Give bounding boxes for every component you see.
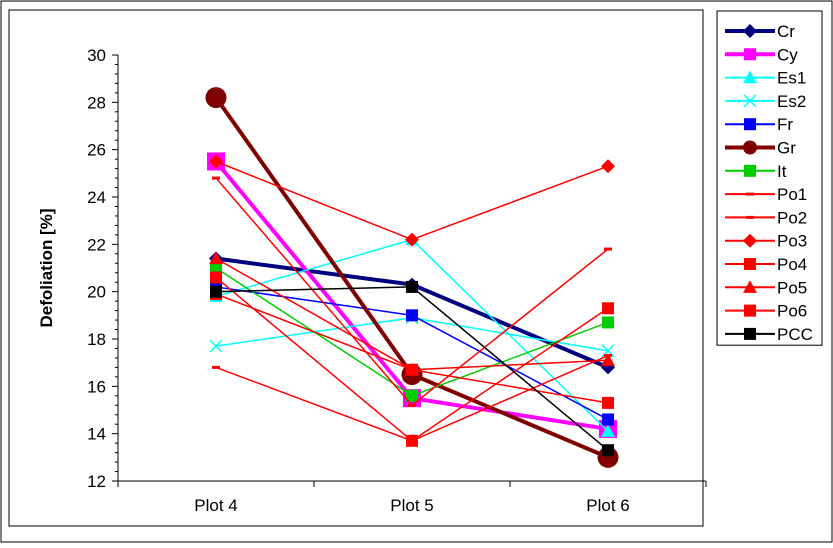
legend-box [716,10,823,346]
legend-item-es1: Es1 [725,69,806,88]
data-point-pcc [210,285,222,298]
x-tick-label: Plot 6 [586,496,629,515]
legend-item-gr: Gr [725,139,796,158]
legend-item-pcc: PCC [725,325,813,344]
y-axis-title: Defoliation [%] [37,209,56,328]
data-point-po3 [405,232,419,247]
y-tick-label: 14 [87,425,106,444]
x-tick-label: Plot 4 [194,496,237,515]
x-tick-label: Plot 5 [390,496,433,515]
legend-item-it: It [725,162,787,181]
data-point-fr [406,309,418,322]
legend-marker [743,24,757,38]
data-point-po5 [601,353,615,366]
data-point-po4 [210,271,222,284]
series-layer [205,87,619,468]
legend-marker [744,118,756,131]
legend-marker [743,94,757,108]
legend-label: Cr [777,22,795,41]
legend-marker [744,327,756,340]
legend-label: PCC [777,325,813,344]
series-it [210,262,614,402]
y-tick-label: 26 [87,141,106,160]
y-tick-label: 16 [87,377,106,396]
series-po4 [210,271,614,447]
data-point-gr [205,87,227,109]
legend-item-es2: Es2 [725,92,806,111]
legend-label: Fr [777,115,793,134]
legend-item-po3: Po3 [725,232,807,251]
x-axis: Plot 4 Plot 5 Plot 6 [117,480,707,515]
data-point-it [210,262,222,274]
data-point-po2 [212,365,220,369]
data-point-po6 [406,363,418,376]
data-point-it [406,389,418,402]
y-tick-label: 24 [87,188,106,207]
data-point-po3 [209,154,223,169]
series-po1 [212,176,612,407]
y-tick-label: 28 [87,93,106,112]
legend-item-po4: Po4 [725,255,807,274]
legend-label: Po5 [777,278,807,297]
legend-marker [743,70,757,84]
legend-label: Po3 [777,232,807,251]
data-point-po1 [212,176,220,180]
legend-marker [744,48,756,61]
data-point-po4 [602,302,614,315]
legend-marker [743,140,757,155]
legend-label: Es1 [777,69,806,88]
plot-area-border [8,9,704,527]
y-tick-label: 12 [87,472,106,491]
legend-item-po6: Po6 [725,302,807,321]
legend-label: Po4 [777,255,807,274]
legend-marker [746,192,754,196]
legend-label: Cy [777,45,798,64]
legend: Cr Cy Es1 Es2 Fr Gr It Po1 Po2 Po3 Po4 Po5 Po6 PCC [716,10,823,346]
legend-item-cy: Cy [725,45,798,64]
legend-label: Po6 [777,302,807,321]
data-point-po4 [406,434,418,447]
data-point-po5 [209,251,223,265]
legend-marker [746,215,754,219]
data-point-po6 [602,396,614,409]
legend-item-po1: Po1 [725,185,807,204]
series-po3 [209,154,615,247]
series-pcc [210,280,614,457]
y-tick-label: 30 [87,46,106,65]
y-axis: 12 14 16 18 20 22 24 26 28 30 [87,46,119,491]
data-point-po1 [604,247,612,251]
legend-item-cr: Cr [725,22,795,41]
legend-label: Po1 [777,185,807,204]
legend-item-po2: Po2 [725,208,807,227]
data-point-es1 [601,424,615,437]
legend-label: Gr [777,139,796,158]
legend-label: It [777,162,787,181]
legend-marker [744,164,756,177]
legend-label: Po2 [777,208,807,227]
legend-item-fr: Fr [725,115,793,134]
legend-marker [744,304,756,317]
data-point-po3 [601,159,615,174]
legend-marker [743,280,757,293]
legend-item-po5: Po5 [725,278,807,297]
legend-marker [743,233,757,248]
data-point-it [602,316,614,329]
legend-label: Es2 [777,92,806,111]
data-point-pcc [406,280,418,293]
y-tick-label: 18 [87,330,106,349]
legend-marker [744,258,756,270]
data-point-po1 [408,403,416,407]
data-point-pcc [602,444,614,457]
data-point-fr [602,413,614,426]
data-point-es2 [209,339,223,353]
y-tick-label: 22 [87,235,106,254]
y-tick-label: 20 [87,283,106,302]
